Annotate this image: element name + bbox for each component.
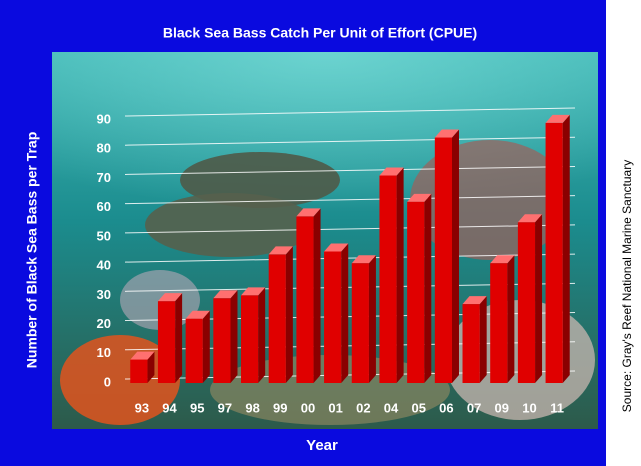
bar-side: [535, 214, 543, 383]
bar: [517, 222, 536, 383]
x-tick-label: 01: [328, 400, 342, 415]
x-tick-label: 98: [245, 400, 259, 415]
grid-line: [124, 224, 576, 234]
x-axis-label: Year: [306, 437, 338, 454]
bar: [407, 201, 425, 383]
bar-top: [268, 246, 293, 255]
x-tick-label: 09: [495, 400, 509, 415]
bar-top: [517, 214, 543, 223]
x-tick-label: 02: [356, 400, 370, 415]
y-tick-label: 90: [97, 111, 111, 126]
bar: [296, 216, 314, 383]
y-axis-label: Number of Black Sea Bass per Trap: [24, 132, 40, 369]
x-tick-label: 11: [550, 400, 564, 415]
bar-side: [562, 114, 570, 383]
x-tick-label: 95: [190, 400, 204, 415]
bar: [490, 263, 508, 383]
bar-side: [313, 208, 321, 383]
bar-side: [341, 243, 349, 383]
bar-top: [213, 290, 238, 299]
y-tick-label: 40: [97, 258, 111, 273]
x-tick-label: 00: [301, 400, 315, 415]
x-tick-label: 94: [162, 400, 177, 415]
y-tick-label: 70: [97, 170, 111, 185]
bar-top: [296, 208, 321, 217]
bar-side: [175, 293, 183, 383]
bar-top: [185, 310, 210, 319]
bar: [157, 301, 176, 383]
bar: [351, 263, 369, 383]
chart-title: Black Sea Bass Catch Per Unit of Effort …: [163, 25, 477, 41]
bar-top: [351, 255, 376, 264]
y-tick-label: 20: [97, 316, 111, 331]
bar-top: [130, 351, 155, 360]
bar-top: [407, 193, 432, 202]
y-tick-label: 60: [97, 199, 111, 214]
grid-line: [124, 165, 576, 175]
x-tick-label: 10: [522, 400, 536, 415]
bar-side: [479, 296, 487, 383]
source-note: Source: Gray's Reef National Marine Sanc…: [620, 160, 634, 412]
bar-side: [202, 310, 210, 383]
x-tick-label: 93: [135, 400, 149, 415]
bar: [434, 137, 452, 383]
bar: [462, 304, 480, 383]
grid-line: [124, 107, 576, 117]
bar-top: [157, 293, 183, 302]
x-tick-label: 97: [218, 400, 232, 415]
bar: [324, 251, 342, 383]
bar-side: [368, 255, 376, 383]
bar-top: [545, 114, 570, 123]
grid-line: [124, 136, 576, 146]
bar: [185, 318, 203, 383]
bar: [241, 295, 259, 383]
bar-side: [230, 290, 238, 383]
bar-side: [451, 129, 459, 383]
bar-top: [434, 129, 459, 138]
bar: [379, 175, 397, 383]
bar-side: [258, 287, 266, 383]
bar: [545, 122, 563, 383]
bar: [268, 254, 286, 383]
x-tick-label: 05: [411, 400, 425, 415]
y-tick-label: 0: [104, 374, 111, 389]
bar-top: [379, 167, 404, 176]
bar-side: [424, 193, 432, 383]
bar-top: [324, 243, 349, 252]
bar: [130, 359, 148, 383]
bar-side: [285, 246, 293, 383]
y-tick-label: 30: [97, 287, 111, 302]
x-tick-label: 07: [467, 400, 481, 415]
bar-top: [490, 255, 515, 264]
grid-line: [124, 195, 576, 205]
bar: [213, 298, 231, 383]
y-tick-label: 50: [97, 228, 111, 243]
bar-side: [507, 255, 515, 383]
y-tick-label: 10: [97, 345, 111, 360]
bar-top: [241, 287, 266, 296]
bar-side: [147, 351, 155, 383]
bar-side: [396, 167, 404, 383]
x-tick-label: 99: [273, 400, 287, 415]
x-tick-label: 04: [384, 400, 399, 415]
bar-top: [462, 296, 487, 305]
x-tick-label: 06: [439, 400, 453, 415]
y-tick-label: 80: [97, 141, 111, 156]
